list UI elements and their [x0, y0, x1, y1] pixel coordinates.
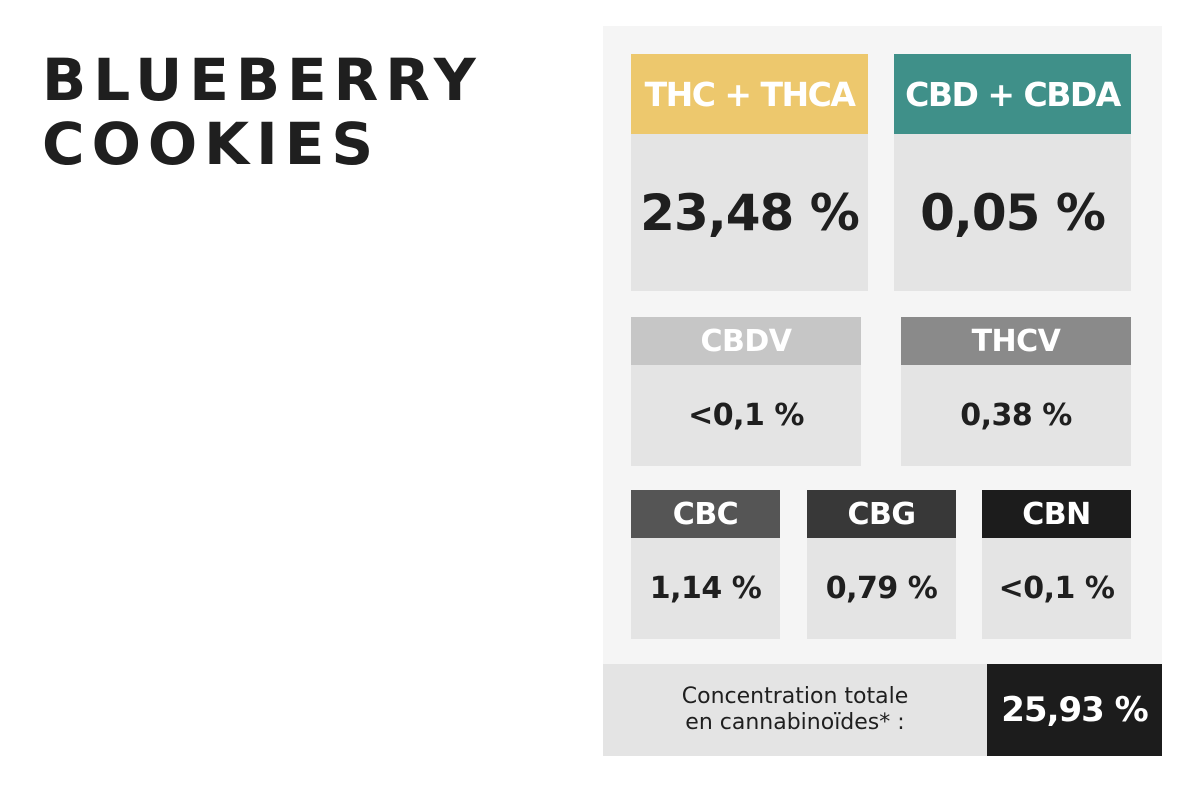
card-thcv-value: 0,38 % — [960, 398, 1072, 433]
card-cbn-label: CBN — [982, 490, 1131, 538]
card-cbc: CBC 1,14 % — [631, 490, 780, 639]
card-cbd: CBD + CBDA 0,05 % — [894, 54, 1131, 291]
title-line-2: COOKIES — [42, 110, 381, 178]
total-label-line-1: Concentration totale — [681, 684, 909, 709]
card-cbn-value: <0,1 % — [998, 571, 1115, 606]
card-cbn: CBN <0,1 % — [982, 490, 1131, 639]
product-title: BLUEBERRY COOKIES — [42, 48, 483, 176]
card-thc-value: 23,48 % — [640, 183, 860, 242]
card-cbg: CBG 0,79 % — [807, 490, 956, 639]
card-cbc-value: 1,14 % — [649, 571, 762, 606]
card-cbdv: CBDV <0,1 % — [631, 317, 861, 466]
card-cbc-label: CBC — [631, 490, 780, 538]
card-cbdv-label: CBDV — [631, 317, 861, 365]
total-concentration: Concentration totale en cannabinoïdes* :… — [603, 664, 1162, 756]
card-thcv-label: THCV — [901, 317, 1131, 365]
title-line-1: BLUEBERRY — [42, 46, 483, 114]
card-cbd-label: CBD + CBDA — [894, 54, 1131, 134]
card-cbg-label: CBG — [807, 490, 956, 538]
card-thc: THC + THCA 23,48 % — [631, 54, 868, 291]
total-label: Concentration totale en cannabinoïdes* : — [603, 664, 987, 756]
card-cbdv-value: <0,1 % — [688, 398, 804, 433]
total-label-line-2: en cannabinoïdes* : — [685, 710, 905, 735]
card-thc-label: THC + THCA — [631, 54, 868, 134]
card-cbg-value: 0,79 % — [825, 571, 938, 606]
card-cbd-value: 0,05 % — [920, 183, 1106, 242]
card-thcv: THCV 0,38 % — [901, 317, 1131, 466]
total-value: 25,93 % — [987, 664, 1162, 756]
